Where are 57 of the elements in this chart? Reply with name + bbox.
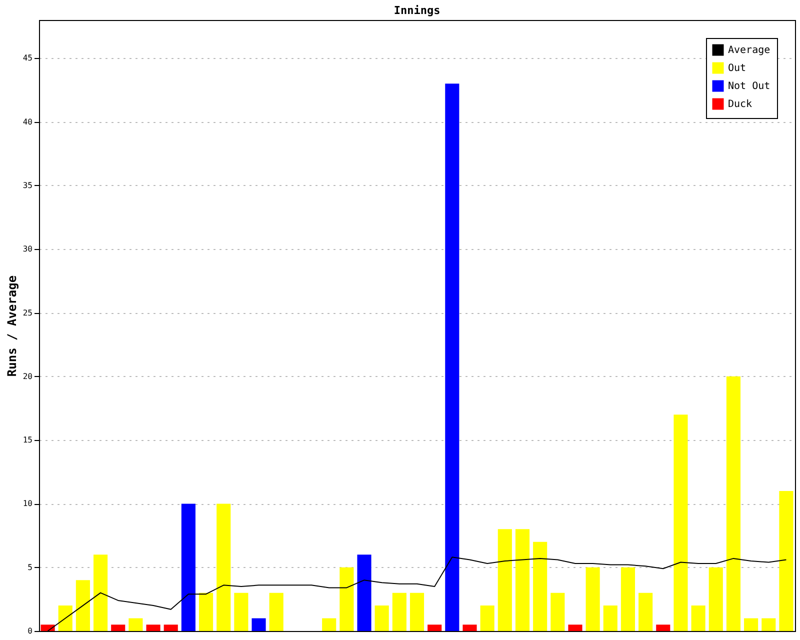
bar xyxy=(480,606,494,631)
y-tick-label: 5 xyxy=(28,562,33,572)
legend-label: Duck xyxy=(728,99,752,110)
y-tick-label: 45 xyxy=(22,54,33,63)
bar xyxy=(708,567,723,631)
legend-label: Out xyxy=(728,63,746,74)
bar xyxy=(586,567,600,631)
legend-label: Average xyxy=(728,45,770,56)
legend-label: Not Out xyxy=(728,81,770,92)
bar xyxy=(164,624,178,631)
bar xyxy=(533,542,548,631)
bar xyxy=(445,84,460,631)
bar xyxy=(462,624,477,631)
bar xyxy=(762,618,776,631)
y-tick-label: 15 xyxy=(22,436,33,445)
bar xyxy=(76,580,90,631)
bar xyxy=(568,624,582,631)
bar xyxy=(779,490,794,631)
chart-title: Innings xyxy=(394,4,440,17)
bar xyxy=(146,624,160,631)
bar xyxy=(111,624,126,631)
bar xyxy=(515,529,530,631)
bar xyxy=(691,606,706,631)
bar xyxy=(744,618,758,631)
bar xyxy=(374,606,389,631)
bar xyxy=(726,376,740,631)
y-tick-label: 10 xyxy=(22,499,33,508)
bar xyxy=(550,592,565,631)
bar xyxy=(216,504,231,631)
y-tick-label: 0 xyxy=(28,626,33,636)
y-tick-label: 40 xyxy=(22,117,33,126)
bar xyxy=(234,592,248,631)
bar xyxy=(603,606,618,631)
bar xyxy=(40,624,55,631)
bar xyxy=(428,624,442,631)
bar xyxy=(392,592,406,631)
bar xyxy=(357,554,372,631)
y-tick-label: 35 xyxy=(22,180,33,190)
bar xyxy=(656,624,670,631)
bar xyxy=(269,592,284,631)
bar xyxy=(498,529,512,631)
bar xyxy=(58,606,72,631)
y-tick-label: 25 xyxy=(22,308,33,318)
y-axis-title: Runs / Average xyxy=(4,275,19,377)
bar xyxy=(340,567,354,631)
bar xyxy=(638,592,653,631)
bar xyxy=(620,567,636,631)
bar xyxy=(181,504,196,631)
bar xyxy=(252,618,266,631)
y-tick-label: 30 xyxy=(22,244,33,254)
y-tick-label: 20 xyxy=(22,372,33,381)
bar xyxy=(410,592,424,631)
bar xyxy=(322,618,336,631)
bar xyxy=(94,554,108,631)
bar xyxy=(198,592,214,631)
bar xyxy=(674,414,688,631)
bar xyxy=(128,618,143,631)
